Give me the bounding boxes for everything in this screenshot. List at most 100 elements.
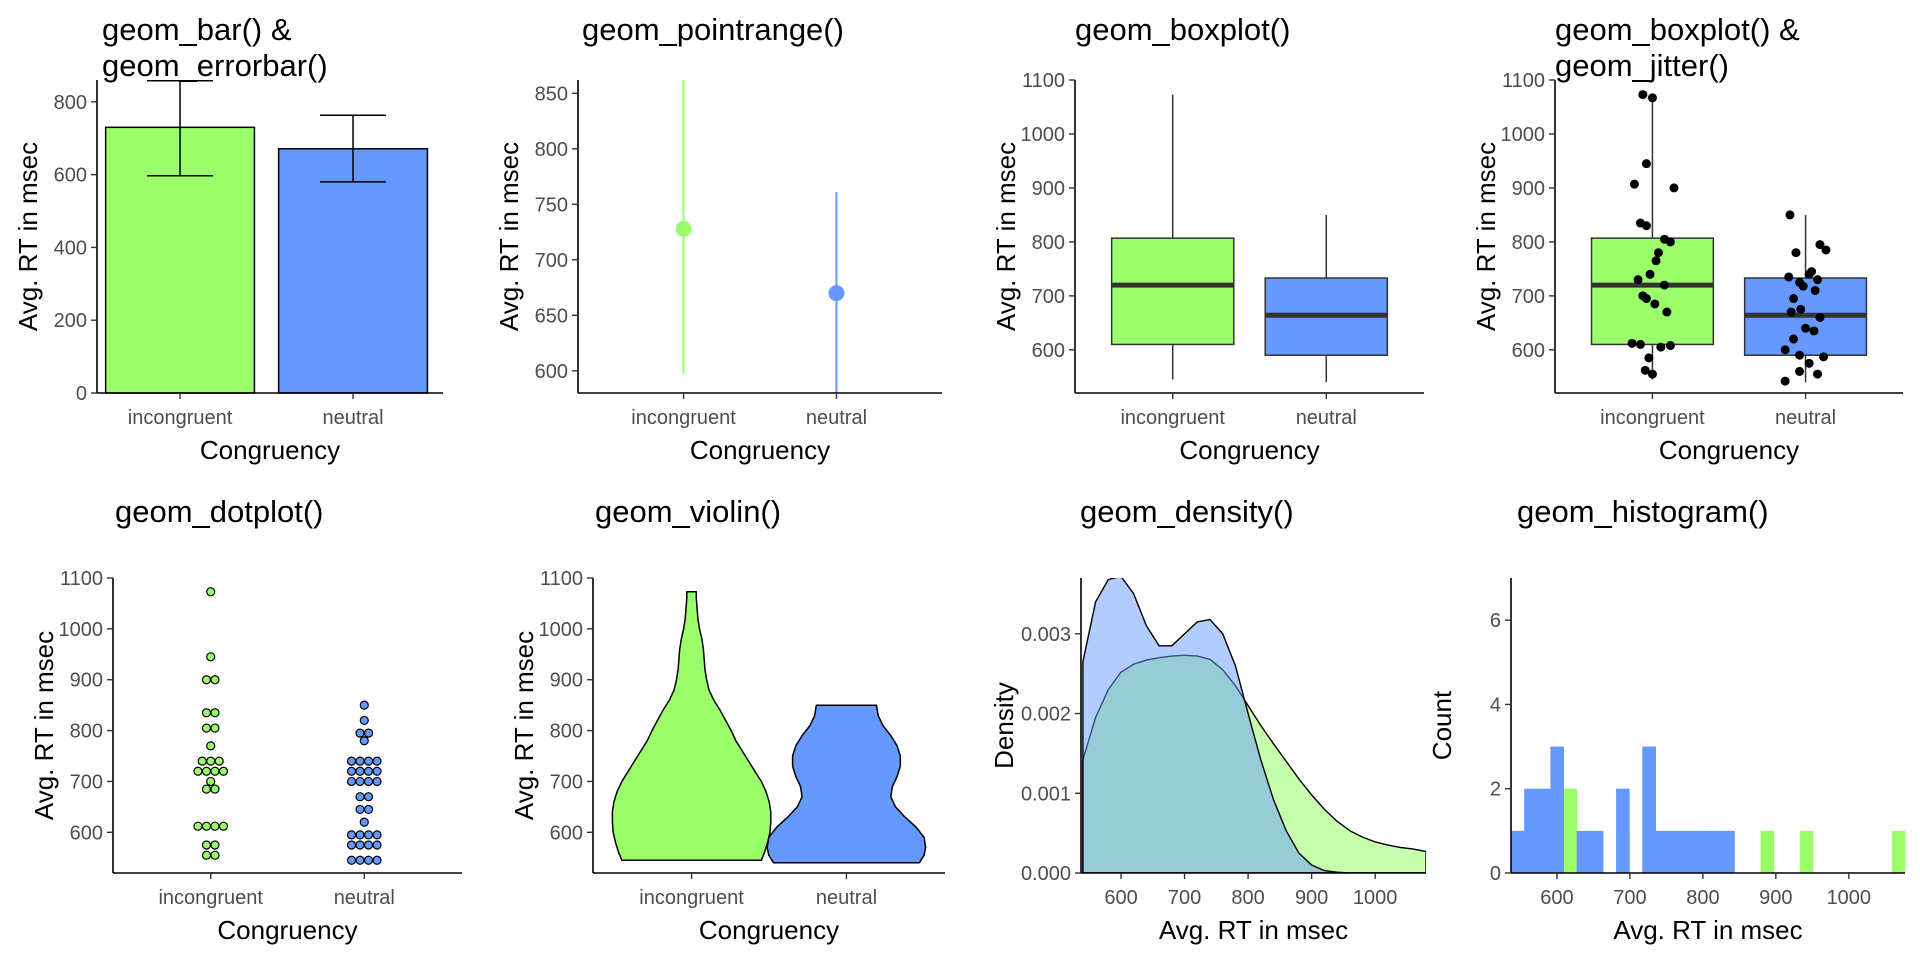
dotplot-dot	[218, 821, 229, 831]
dotplot-dot	[355, 766, 365, 776]
jitter-point	[1633, 275, 1643, 285]
x-axis-title: Congruency	[200, 435, 340, 465]
y-tick-label: 850	[535, 83, 568, 105]
panel-title: geom_boxplot()	[1075, 12, 1290, 47]
jitter-point	[1641, 294, 1651, 304]
x-tick-label: 600	[1540, 887, 1573, 909]
dotplot-dot	[210, 821, 220, 831]
dotplot-dot	[210, 723, 220, 733]
jitter-point	[1659, 280, 1669, 290]
panel-4: geom_boxplot() &geom_jitter() 600 700 800 90…	[1471, 12, 1903, 465]
jitter-point	[1815, 240, 1825, 250]
dotplot-dot	[346, 830, 357, 840]
dotplot-dot	[363, 830, 374, 840]
histogram-bar	[1891, 830, 1906, 873]
jitter-point	[1795, 350, 1805, 360]
dotplot-dot	[355, 792, 365, 802]
y-tick-label: 1000	[59, 619, 104, 641]
panel-title: geom_pointrange()	[582, 12, 844, 47]
panel-3: geom_boxplot() 600 700 800 900 1000 1100 incong…	[991, 12, 1424, 465]
panel-title: geom_bar() &	[102, 12, 292, 47]
y-tick-label: 800	[54, 92, 87, 114]
jitter-point	[1627, 338, 1637, 348]
y-tick-label: 600	[54, 165, 87, 187]
y-tick-label: 1100	[1022, 70, 1065, 92]
y-tick-label: 750	[535, 194, 568, 216]
x-tick-label: neutral	[322, 407, 383, 429]
histogram-bar	[1668, 830, 1683, 873]
dotplot-dot	[346, 766, 357, 776]
y-tick-label: 800	[535, 139, 568, 161]
histogram-bar	[1694, 830, 1709, 873]
y-tick-label: 400	[54, 237, 87, 259]
dotplot-dot	[201, 766, 212, 776]
x-tick-label: 700	[1168, 887, 1201, 909]
panel-8: geom_histogram() 0 2 4 6 600 700 800 900 1000 Avg.…	[1427, 494, 1906, 945]
y-tick-label: 1100	[1502, 70, 1545, 92]
y-tick-label: 800	[550, 721, 583, 743]
jitter-point	[1819, 352, 1829, 362]
y-tick-label: 0.002	[1021, 704, 1071, 726]
y-tick-label: 900	[1032, 178, 1065, 200]
violin-incongruent	[611, 590, 772, 862]
dotplot-dot	[363, 756, 374, 766]
jitter-point	[1795, 366, 1805, 376]
x-tick-label: neutral	[334, 887, 395, 909]
y-tick-label: 1000	[539, 619, 584, 641]
dotplot-dot	[363, 728, 374, 738]
panel-title: geom_density()	[1080, 494, 1294, 529]
x-tick-label: 1000	[1353, 887, 1398, 909]
x-tick-label: neutral	[806, 407, 867, 429]
pointrange-point	[828, 285, 845, 302]
jitter-point	[1656, 342, 1666, 352]
y-tick-label: 0	[76, 383, 87, 405]
jitter-point	[1647, 369, 1657, 379]
y-tick-label: 700	[1512, 286, 1545, 308]
y-axis-title: Density	[989, 682, 1019, 769]
jitter-point	[1665, 237, 1675, 247]
panel-title: geom_errorbar()	[102, 48, 328, 83]
histogram-bar	[1524, 788, 1538, 873]
panel-title: geom_violin()	[595, 494, 781, 529]
jitter-point	[1804, 358, 1814, 368]
x-tick-label: incongruent	[639, 887, 744, 909]
histogram-bar	[1563, 788, 1578, 873]
x-axis-title: Congruency	[1659, 435, 1799, 465]
histogram-bar	[1655, 830, 1670, 873]
jitter-point	[1638, 90, 1648, 100]
x-axis-title: Congruency	[690, 435, 830, 465]
x-tick-label: incongruent	[128, 407, 233, 429]
x-tick-label: neutral	[816, 887, 877, 909]
dotplot-dot	[355, 855, 365, 865]
x-tick-label: 800	[1231, 887, 1264, 909]
x-tick-label: 900	[1759, 887, 1792, 909]
dotplot-dot	[359, 700, 369, 710]
dotplot-dot	[201, 850, 212, 860]
violin-neutral	[766, 704, 927, 864]
y-tick-label: 0.001	[1021, 783, 1071, 805]
jitter-point	[1644, 353, 1654, 363]
dotplot-dot	[363, 766, 374, 776]
y-tick-label: 4	[1490, 694, 1501, 716]
dotplot-dot	[355, 756, 365, 766]
y-tick-label: 200	[54, 310, 87, 332]
y-tick-label: 700	[1032, 286, 1065, 308]
dotplot-dot	[218, 766, 229, 776]
y-tick-label: 600	[535, 361, 568, 383]
dotplot-dot	[201, 840, 212, 850]
jitter-point	[1789, 294, 1799, 304]
panel-7: geom_density() 0.000 0.001 0.002 0.003 600 700…	[989, 494, 1426, 945]
jitter-point	[1810, 285, 1820, 295]
y-tick-label: 800	[70, 721, 103, 743]
y-tick-label: 900	[70, 670, 103, 692]
dotplot-dot	[201, 675, 212, 685]
y-tick-label: 700	[70, 771, 103, 793]
histogram-bar	[1760, 830, 1775, 873]
y-axis-title: Avg. RT in msec	[13, 142, 43, 331]
dotplot-dot	[193, 766, 203, 776]
dotplot-dot	[363, 792, 374, 802]
jitter-point	[1645, 269, 1655, 279]
jitter-point	[1804, 269, 1814, 279]
dotplot-dot	[210, 766, 220, 776]
